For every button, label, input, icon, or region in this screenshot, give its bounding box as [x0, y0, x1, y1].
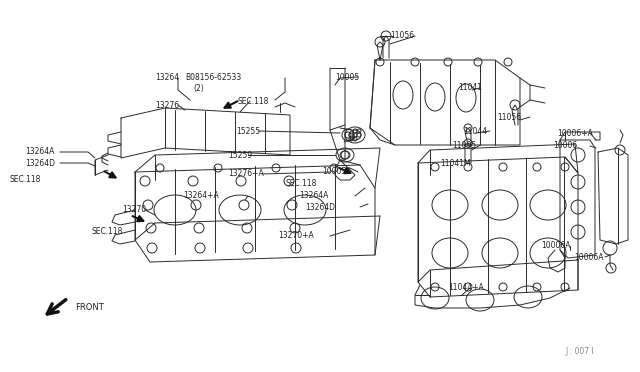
Text: 15255: 15255	[236, 126, 260, 135]
Text: 11041M: 11041M	[440, 158, 470, 167]
Text: 13270+A: 13270+A	[278, 231, 314, 241]
Text: 13276: 13276	[155, 100, 179, 109]
Text: 15259: 15259	[228, 151, 252, 160]
Text: 11041: 11041	[458, 83, 482, 93]
Text: SEC.118: SEC.118	[92, 228, 124, 237]
Text: 13264: 13264	[155, 74, 179, 83]
Text: SEC.118: SEC.118	[237, 96, 268, 106]
Text: 10005A: 10005A	[322, 167, 351, 176]
Text: 13276+A: 13276+A	[228, 170, 264, 179]
Text: 11044+A: 11044+A	[448, 283, 484, 292]
Text: 13264D: 13264D	[305, 202, 335, 212]
Text: 10006A: 10006A	[574, 253, 604, 262]
Text: SEC.118: SEC.118	[10, 176, 42, 185]
Text: 11056: 11056	[390, 32, 414, 41]
Text: 10006A: 10006A	[541, 241, 570, 250]
Text: 13264+A: 13264+A	[183, 192, 219, 201]
Text: SEC.118: SEC.118	[285, 179, 316, 187]
Text: J : 007 I: J : 007 I	[565, 347, 594, 356]
Text: 13264A: 13264A	[299, 192, 328, 201]
Text: 10005: 10005	[335, 73, 359, 81]
Text: 11044: 11044	[463, 126, 487, 135]
Text: 13264A: 13264A	[25, 148, 54, 157]
Text: (2): (2)	[193, 84, 204, 93]
Text: 13264D: 13264D	[25, 158, 55, 167]
Text: 11095: 11095	[452, 141, 476, 150]
Text: 11056: 11056	[497, 112, 521, 122]
Text: FRONT: FRONT	[75, 304, 104, 312]
Text: 10006+A: 10006+A	[557, 128, 593, 138]
Text: 10006: 10006	[553, 141, 577, 151]
Text: 13270: 13270	[122, 205, 146, 215]
Text: B08156-62533: B08156-62533	[185, 74, 241, 83]
